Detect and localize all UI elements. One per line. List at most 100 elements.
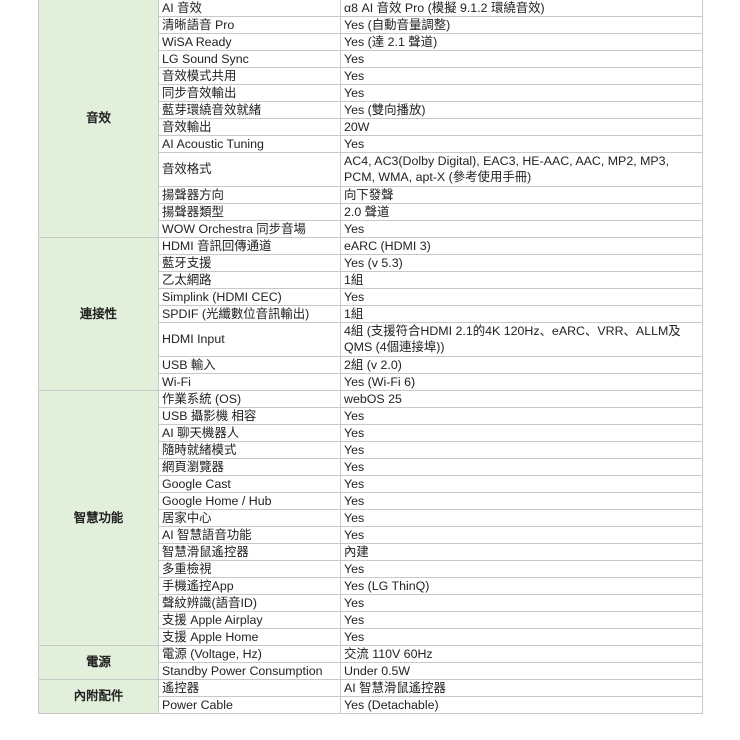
category-cell: 智慧功能 — [38, 389, 159, 646]
spec-row: SPDIF (光纖數位音訊輸出) 1組 — [39, 304, 703, 323]
value-cell: eARC (HDMI 3) — [340, 236, 703, 255]
spec-row: WOW Orchestra 同步音場 Yes — [39, 219, 703, 238]
feature-cell: USB 攝影機 相容 — [158, 406, 341, 425]
value-cell: Under 0.5W — [340, 661, 703, 680]
feature-cell: Standby Power Consumption — [158, 661, 341, 680]
feature-cell: 作業系統 (OS) — [158, 389, 341, 408]
feature-cell: Google Home / Hub — [158, 491, 341, 510]
feature-cell: 乙太網路 — [158, 270, 341, 289]
value-cell: 交流 110V 60Hz — [340, 644, 703, 663]
spec-table: 音效 AI 音效 α8 AI 音效 Pro (模擬 9.1.2 環繞音效) 清晰語音 … — [38, 0, 703, 714]
value-cell: Yes (自動音量調整) — [340, 16, 703, 34]
value-cell: Yes — [340, 135, 703, 153]
value-cell: 內建 — [340, 542, 703, 561]
spec-row: 智慧滑鼠遙控器 內建 — [39, 542, 703, 561]
feature-cell: 音效輸出 — [158, 118, 341, 136]
spec-row: 乙太網路 1組 — [39, 270, 703, 289]
feature-cell: LG Sound Sync — [158, 50, 341, 68]
value-cell: Yes (LG ThinQ) — [340, 576, 703, 595]
spec-row: Power Cable Yes (Detachable) — [39, 695, 703, 714]
value-cell: AI 智慧滑鼠遙控器 — [340, 678, 703, 697]
feature-cell: 藍芽環繞音效就緒 — [158, 101, 341, 119]
spec-row: 智慧功能 作業系統 (OS) webOS 25 — [38, 389, 703, 646]
spec-row: 居家中心 Yes — [39, 508, 703, 527]
feature-cell: 音效格式 — [158, 152, 341, 187]
value-cell: Yes — [340, 67, 703, 85]
feature-cell: 支援 Apple Airplay — [158, 610, 341, 629]
feature-cell: 遙控器 — [158, 678, 341, 697]
value-cell: 1組 — [340, 270, 703, 289]
feature-cell: 居家中心 — [158, 508, 341, 527]
spec-row: 多重檢視 Yes — [39, 559, 703, 578]
feature-cell: Google Cast — [158, 474, 341, 493]
value-cell: Yes (Wi-Fi 6) — [340, 372, 703, 391]
spec-row: AI 智慧語音功能 Yes — [39, 525, 703, 544]
spec-row: LG Sound Sync Yes — [39, 50, 703, 68]
category-cell: 連接性 — [38, 236, 159, 391]
feature-cell: 揚聲器方向 — [158, 185, 341, 204]
value-cell: Yes — [340, 84, 703, 102]
value-cell: Yes — [340, 508, 703, 527]
value-cell: Yes (雙向播放) — [340, 101, 703, 119]
feature-cell: SPDIF (光纖數位音訊輸出) — [158, 304, 341, 323]
spec-row: 音效 AI 音效 α8 AI 音效 Pro (模擬 9.1.2 環繞音效) — [38, 0, 703, 238]
spec-row: HDMI Input 4組 (支援符合HDMI 2.1的4K 120Hz、eARC… — [39, 321, 703, 357]
feature-cell: HDMI 音訊回傳通道 — [158, 236, 341, 255]
value-cell: 1組 — [340, 304, 703, 323]
value-cell: α8 AI 音效 Pro (模擬 9.1.2 環繞音效) — [340, 0, 703, 17]
feature-cell: AI 聊天機器人 — [158, 423, 341, 442]
feature-cell: HDMI Input — [158, 321, 341, 357]
feature-cell: AI 智慧語音功能 — [158, 525, 341, 544]
value-cell: 2組 (v 2.0) — [340, 355, 703, 374]
value-cell: Yes — [340, 474, 703, 493]
feature-cell: Wi-Fi — [158, 372, 341, 391]
spec-row: 藍牙支援 Yes (v 5.3) — [39, 253, 703, 272]
feature-cell: 網頁瀏覽器 — [158, 457, 341, 476]
feature-cell: 聲紋辨識(語音ID) — [158, 593, 341, 612]
value-cell: Yes — [340, 406, 703, 425]
value-cell: Yes — [340, 219, 703, 238]
spec-row: AI Acoustic Tuning Yes — [39, 135, 703, 153]
value-cell: Yes — [340, 610, 703, 629]
value-cell: Yes — [340, 287, 703, 306]
feature-cell: 音效模式共用 — [158, 67, 341, 85]
feature-cell: WOW Orchestra 同步音場 — [158, 219, 341, 238]
value-cell: Yes (Detachable) — [340, 695, 703, 714]
feature-cell: WiSA Ready — [158, 33, 341, 51]
spec-row: 音效輸出 20W — [39, 118, 703, 136]
feature-cell: 電源 (Voltage, Hz) — [158, 644, 341, 663]
feature-cell: 多重檢視 — [158, 559, 341, 578]
value-cell: Yes — [340, 50, 703, 68]
category-cell: 電源 — [38, 644, 159, 680]
feature-cell: Simplink (HDMI CEC) — [158, 287, 341, 306]
feature-cell: 揚聲器類型 — [158, 202, 341, 221]
spec-row: 手機遙控App Yes (LG ThinQ) — [39, 576, 703, 595]
value-cell: webOS 25 — [340, 389, 703, 408]
feature-cell: AI Acoustic Tuning — [158, 135, 341, 153]
category-cell: 音效 — [38, 0, 159, 238]
value-cell: 20W — [340, 118, 703, 136]
value-cell: Yes — [340, 593, 703, 612]
value-cell: Yes — [340, 559, 703, 578]
spec-row: Google Cast Yes — [39, 474, 703, 493]
feature-cell: USB 輸入 — [158, 355, 341, 374]
feature-cell: 同步音效輸出 — [158, 84, 341, 102]
category-cell: 內附配件 — [38, 678, 159, 714]
value-cell: 4組 (支援符合HDMI 2.1的4K 120Hz、eARC、VRR、ALLM及… — [340, 321, 703, 357]
spec-row: 揚聲器方向 向下發聲 — [39, 185, 703, 204]
value-cell: Yes — [340, 525, 703, 544]
spec-row: 聲紋辨識(語音ID) Yes — [39, 593, 703, 612]
value-cell: Yes — [340, 423, 703, 442]
value-cell: Yes — [340, 627, 703, 646]
feature-cell: 手機遙控App — [158, 576, 341, 595]
feature-cell: 支援 Apple Home — [158, 627, 341, 646]
value-cell: 2.0 聲道 — [340, 202, 703, 221]
value-cell: Yes — [340, 440, 703, 459]
value-cell: Yes (v 5.3) — [340, 253, 703, 272]
feature-cell: AI 音效 — [158, 0, 341, 17]
value-cell: Yes — [340, 457, 703, 476]
value-cell: Yes — [340, 491, 703, 510]
spec-row: 內附配件 遙控器 AI 智慧滑鼠遙控器 — [38, 678, 703, 714]
value-cell: 向下發聲 — [340, 185, 703, 204]
spec-row: 電源 電源 (Voltage, Hz) 交流 110V 60Hz — [38, 644, 703, 680]
